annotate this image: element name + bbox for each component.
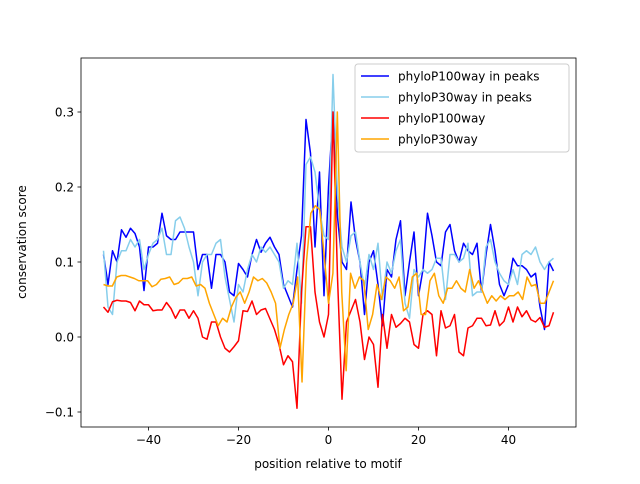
x-tick-label: 40 bbox=[501, 433, 516, 447]
y-axis-label: conservation score bbox=[15, 185, 29, 299]
x-axis-label: position relative to motif bbox=[254, 457, 402, 471]
y-tick-label: 0.1 bbox=[55, 256, 74, 270]
legend-label: phyloP100way in peaks bbox=[398, 70, 540, 84]
series-line-phylop30way bbox=[103, 111, 555, 383]
legend-label: phyloP100way bbox=[398, 112, 485, 126]
x-tick-label: −20 bbox=[226, 433, 251, 447]
y-tick-label: 0.3 bbox=[55, 106, 74, 120]
x-tick-label: −40 bbox=[136, 433, 161, 447]
y-tick-label: 0.2 bbox=[55, 181, 74, 195]
series-line-phylop100way bbox=[102, 111, 555, 409]
y-tick-label: −0.1 bbox=[45, 406, 74, 420]
y-axis-ticks: −0.1 0.0 0.1 0.2 0.3 bbox=[45, 106, 81, 420]
series-lines bbox=[102, 73, 555, 409]
legend: phyloP100way in peaks phyloP30way in peak… bbox=[354, 63, 570, 153]
legend-label: phyloP30way bbox=[398, 133, 478, 147]
x-axis-ticks: −40 −20 0 20 40 bbox=[136, 427, 516, 447]
y-tick-label: 0.0 bbox=[55, 331, 74, 345]
legend-label: phyloP30way in peaks bbox=[398, 91, 532, 105]
series-line-phylop100way-in-peaks bbox=[102, 111, 555, 331]
legend-box bbox=[354, 63, 570, 153]
x-tick-label: 0 bbox=[325, 433, 333, 447]
series-line-phylop30way-in-peaks bbox=[102, 73, 554, 323]
x-tick-label: 20 bbox=[411, 433, 426, 447]
